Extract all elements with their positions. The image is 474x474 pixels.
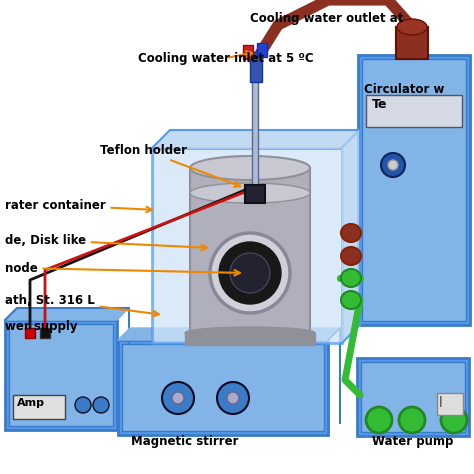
- Ellipse shape: [93, 397, 109, 413]
- Polygon shape: [342, 130, 360, 343]
- Ellipse shape: [341, 224, 361, 242]
- Text: Teflon holder: Teflon holder: [100, 144, 240, 187]
- Text: node: node: [5, 262, 240, 275]
- Text: Water pump: Water pump: [372, 435, 454, 448]
- Ellipse shape: [227, 392, 239, 404]
- Bar: [366, 95, 462, 127]
- Bar: [245, 185, 265, 203]
- Ellipse shape: [219, 242, 281, 304]
- Bar: [118, 340, 328, 435]
- Bar: [257, 43, 267, 57]
- Bar: [25, 328, 35, 338]
- Text: wer supply: wer supply: [5, 320, 78, 333]
- Text: de, Disk like: de, Disk like: [5, 234, 207, 250]
- Text: Amp: Amp: [17, 398, 45, 408]
- Bar: [243, 45, 253, 59]
- Bar: [361, 362, 465, 432]
- Text: ath, St. 316 L: ath, St. 316 L: [5, 293, 159, 316]
- Text: rater container: rater container: [5, 199, 152, 212]
- Ellipse shape: [190, 183, 310, 203]
- Ellipse shape: [399, 407, 425, 433]
- Text: Magnetic stirrer: Magnetic stirrer: [131, 435, 239, 448]
- Bar: [358, 55, 470, 325]
- Ellipse shape: [381, 153, 405, 177]
- Polygon shape: [118, 328, 340, 340]
- Bar: [396, 27, 428, 59]
- Ellipse shape: [341, 247, 361, 265]
- Ellipse shape: [397, 19, 427, 35]
- Text: |: |: [439, 396, 443, 407]
- Bar: [40, 328, 50, 338]
- Ellipse shape: [75, 397, 91, 413]
- Bar: [250, 52, 262, 82]
- Ellipse shape: [366, 407, 392, 433]
- Bar: [357, 358, 469, 436]
- Ellipse shape: [341, 269, 361, 287]
- Polygon shape: [152, 130, 360, 148]
- Bar: [9, 324, 113, 426]
- Bar: [185, 333, 315, 345]
- Bar: [152, 148, 342, 343]
- Bar: [190, 168, 310, 333]
- Bar: [252, 60, 258, 200]
- Polygon shape: [5, 308, 129, 320]
- Ellipse shape: [162, 382, 194, 414]
- Ellipse shape: [441, 407, 467, 433]
- Ellipse shape: [172, 392, 184, 404]
- Ellipse shape: [190, 156, 310, 180]
- Bar: [122, 344, 324, 431]
- Bar: [13, 395, 65, 419]
- Ellipse shape: [230, 253, 270, 293]
- Ellipse shape: [210, 233, 290, 313]
- Bar: [437, 393, 463, 415]
- Text: Cooling water outlet at: Cooling water outlet at: [250, 12, 403, 25]
- Ellipse shape: [388, 160, 398, 170]
- Text: Cooling water inlet at 5 ºC: Cooling water inlet at 5 ºC: [138, 51, 314, 64]
- Ellipse shape: [341, 291, 361, 309]
- Text: Circulator w: Circulator w: [364, 83, 444, 96]
- Ellipse shape: [185, 327, 315, 339]
- Bar: [5, 320, 117, 430]
- Text: Te: Te: [372, 98, 388, 111]
- Bar: [362, 59, 466, 321]
- Ellipse shape: [217, 382, 249, 414]
